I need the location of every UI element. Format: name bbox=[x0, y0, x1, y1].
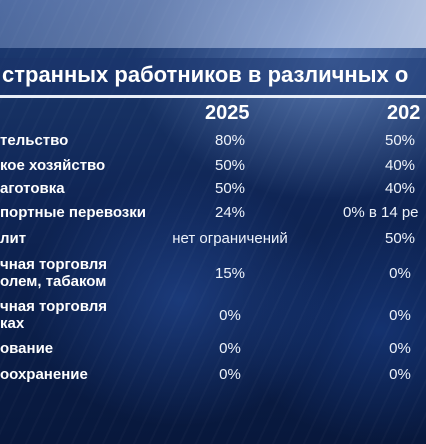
row-value-2026: 0% bbox=[389, 340, 411, 357]
row-category: чная торговля bbox=[0, 256, 108, 273]
title-bar: странных работников в различных о bbox=[0, 58, 426, 98]
row-value-2026: 50% bbox=[384, 132, 416, 149]
page-title: странных работников в различных о bbox=[2, 62, 409, 87]
row-value-2025: 80% bbox=[214, 132, 246, 149]
row-value-2026: 0% bbox=[389, 366, 411, 383]
row-value-2026: 50% bbox=[384, 230, 416, 247]
column-header-2026: 202 bbox=[387, 102, 421, 124]
row-value-2025: 0% bbox=[219, 340, 241, 357]
row-value-2026: 0% bbox=[389, 307, 411, 324]
row-value-2025: 15% bbox=[214, 265, 246, 282]
top-banner bbox=[0, 0, 426, 48]
row-category: портные перевозки bbox=[0, 204, 146, 221]
row-value-2025: 50% bbox=[214, 157, 246, 174]
row-category: оохранение bbox=[0, 366, 88, 383]
row-category: кое хозяйство bbox=[0, 157, 106, 174]
row-category: тельство bbox=[0, 132, 69, 149]
row-value-2025: 0% bbox=[219, 366, 241, 383]
row-value-2026: 40% bbox=[384, 157, 416, 174]
row-category: лит bbox=[0, 230, 27, 247]
row-value-2025: 0% bbox=[219, 307, 241, 324]
row-value-2026: 0% bbox=[389, 265, 411, 282]
row-value-2025: 24% bbox=[214, 204, 246, 221]
row-category: чная торговля bbox=[0, 298, 108, 315]
row-value-2026: 0% в 14 ре bbox=[343, 204, 419, 221]
row-category-line2: ках bbox=[0, 315, 25, 332]
row-value-2025: 50% bbox=[214, 180, 246, 197]
row-category-line2: олем, табаком bbox=[0, 273, 107, 290]
row-value-2025: нет ограничений bbox=[172, 230, 288, 247]
row-category: аготовка bbox=[0, 180, 65, 197]
row-value-2026: 40% bbox=[384, 180, 416, 197]
column-header-2025: 2025 bbox=[205, 102, 250, 124]
row-category: ование bbox=[0, 340, 54, 357]
